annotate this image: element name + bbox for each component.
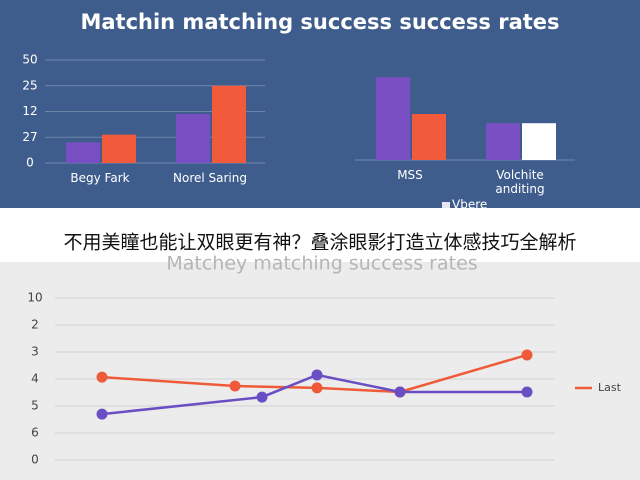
bar bbox=[486, 123, 520, 160]
y-tick-label: 27 bbox=[22, 130, 37, 144]
point bbox=[521, 386, 533, 398]
point bbox=[229, 380, 241, 392]
bar bbox=[102, 134, 136, 163]
point bbox=[96, 371, 108, 383]
banner-text: 不用美瞳也能让双眼更有神？叠涂眼影打造立体感技巧全解析 bbox=[63, 232, 576, 254]
bar bbox=[412, 114, 446, 160]
top-panel bbox=[0, 0, 640, 208]
bar bbox=[376, 77, 410, 160]
bar bbox=[176, 114, 210, 163]
point bbox=[394, 386, 406, 398]
legend-label: Vbere bbox=[452, 198, 487, 212]
legend-label: Last bbox=[598, 381, 622, 394]
point bbox=[521, 349, 533, 361]
bar bbox=[522, 123, 556, 160]
chart-title: Matchey matching success rates bbox=[166, 253, 477, 275]
y-tick-label: 50 bbox=[22, 53, 37, 67]
y-tick-label: 3 bbox=[31, 345, 39, 359]
y-tick-label: 0 bbox=[31, 453, 39, 467]
bar bbox=[212, 85, 246, 163]
y-tick-label: 0 bbox=[26, 156, 34, 170]
point bbox=[311, 369, 323, 381]
y-tick-label: 2 bbox=[31, 318, 39, 332]
x-tick-label: Norel Saring bbox=[173, 171, 247, 185]
y-tick-label: 10 bbox=[27, 291, 42, 305]
y-tick-label: 5 bbox=[31, 399, 39, 413]
legend-swatch bbox=[442, 202, 450, 208]
x-tick-label: Begy Fark bbox=[70, 171, 130, 185]
banner bbox=[0, 208, 640, 262]
x-tick-label: MSS bbox=[397, 168, 423, 182]
point bbox=[311, 382, 323, 394]
y-tick-label: 25 bbox=[22, 78, 37, 92]
point bbox=[256, 391, 268, 403]
bar bbox=[66, 142, 100, 163]
point bbox=[96, 408, 108, 420]
y-tick-label: 12 bbox=[22, 104, 37, 118]
chart-title: Matchin matching success success rates bbox=[80, 10, 559, 34]
x-tick-label: Volchite anditing bbox=[495, 168, 545, 196]
y-tick-label: 4 bbox=[31, 372, 39, 386]
y-tick-label: 6 bbox=[31, 426, 39, 440]
